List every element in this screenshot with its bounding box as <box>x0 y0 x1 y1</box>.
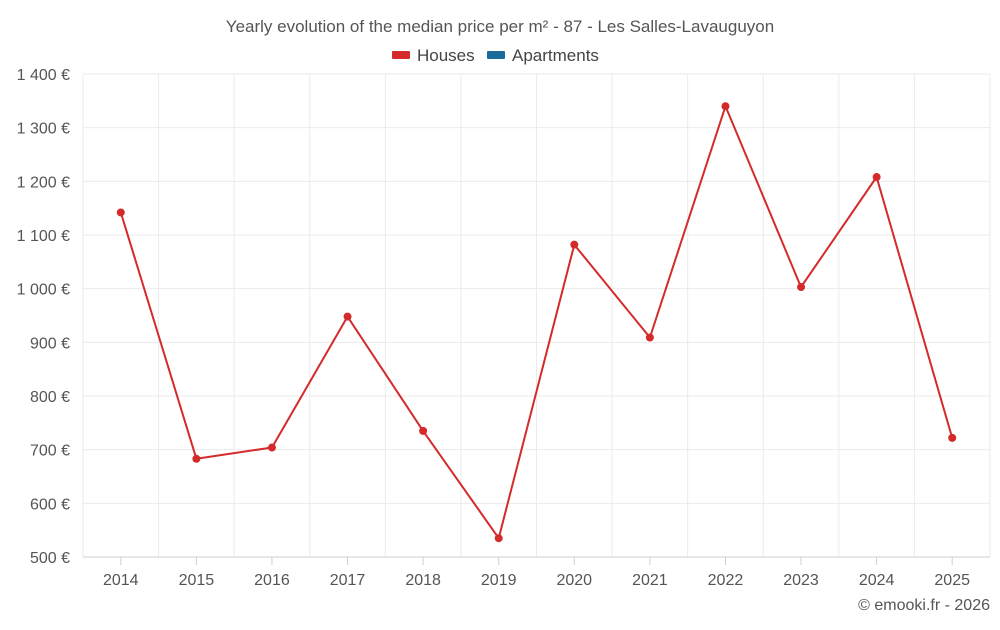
y-tick-label: 1 100 € <box>17 228 70 245</box>
x-tick-label: 2014 <box>103 572 139 589</box>
y-tick-label: 700 € <box>30 443 70 460</box>
legend-swatch-houses <box>392 51 410 59</box>
data-point-houses[interactable] <box>192 454 201 463</box>
x-tick-label: 2017 <box>330 572 366 589</box>
x-tick-label: 2024 <box>859 572 895 589</box>
data-point-houses[interactable] <box>267 443 276 452</box>
x-tick-label: 2025 <box>934 572 970 589</box>
axes: 500 € 600 € 700 € 800 € 900 € 1 000 € 1 100 € 1… <box>17 67 990 589</box>
legend-item-apartments[interactable]: Apartments <box>487 46 599 65</box>
data-point-houses[interactable] <box>645 333 654 342</box>
data-point-houses[interactable] <box>948 433 957 442</box>
legend-label-houses: Houses <box>417 46 475 65</box>
x-tick-label: 2015 <box>179 572 215 589</box>
data-point-houses[interactable] <box>116 208 125 217</box>
data-point-houses[interactable] <box>343 312 352 321</box>
data-point-houses[interactable] <box>872 173 881 182</box>
x-tick-label: 2018 <box>405 572 441 589</box>
x-tick-label: 2020 <box>556 572 592 589</box>
x-tick-label: 2023 <box>783 572 819 589</box>
credit-text: © emooki.fr - 2026 <box>858 597 990 614</box>
legend: Houses Apartments <box>392 46 599 65</box>
grid <box>82 73 991 557</box>
series-line-houses <box>119 105 954 540</box>
x-tick-label: 2021 <box>632 572 668 589</box>
chart-title: Yearly evolution of the median price per… <box>226 17 774 36</box>
x-tick-label: 2019 <box>481 572 517 589</box>
y-tick-label: 1 000 € <box>17 282 70 299</box>
series <box>116 102 957 543</box>
y-tick-label: 1 200 € <box>17 174 70 191</box>
y-tick-label: 1 400 € <box>17 67 70 84</box>
data-point-houses[interactable] <box>570 240 579 249</box>
legend-swatch-apartments <box>487 51 505 59</box>
legend-item-houses[interactable]: Houses <box>392 46 475 65</box>
data-point-houses[interactable] <box>721 102 730 111</box>
y-tick-label: 500 € <box>30 550 70 567</box>
y-tick-label: 900 € <box>30 335 70 352</box>
data-point-houses[interactable] <box>494 534 503 543</box>
y-tick-label: 1 300 € <box>17 121 70 138</box>
y-tick-label: 800 € <box>30 389 70 406</box>
data-point-houses[interactable] <box>419 426 428 435</box>
x-tick-label: 2022 <box>708 572 744 589</box>
data-point-houses[interactable] <box>797 283 806 292</box>
x-tick-label: 2016 <box>254 572 290 589</box>
legend-label-apartments: Apartments <box>512 46 599 65</box>
y-tick-label: 600 € <box>30 496 70 513</box>
